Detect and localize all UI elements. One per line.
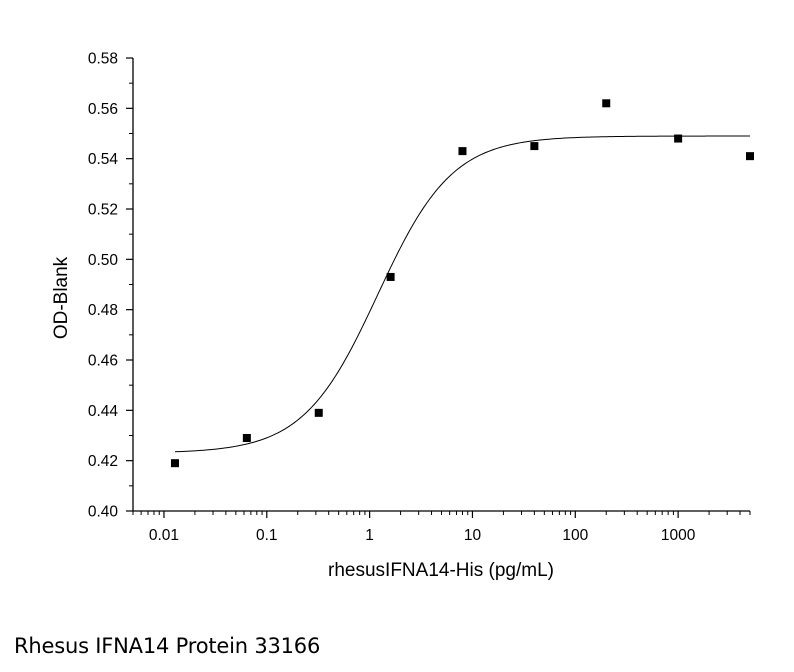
axes [132,58,750,512]
data-point [530,142,539,151]
y-tick-label: 0.46 [88,353,118,370]
x-tick-label: 100 [562,527,588,544]
chart: 0.40 0.42 0.44 0.46 0.48 0.50 0.52 0.54 0.56 0.58… [51,51,754,581]
data-point [242,434,251,443]
y-tick-label: 0.44 [88,403,119,420]
y-tick-label: 0.50 [88,252,119,269]
x-tick-label: 1000 [661,527,696,544]
tick-marks [126,57,751,518]
y-tick-label: 0.52 [88,202,118,219]
x-axis-label: rhesusIFNA14-His (pg/mL) [328,560,554,581]
data-point [170,459,179,468]
y-tick-label: 0.54 [88,151,119,168]
data-points [170,99,754,468]
y-tick-label: 0.56 [88,101,118,118]
fit-curve [174,135,750,453]
y-tick-label: 0.48 [88,302,118,319]
data-point [746,152,754,161]
x-tick-label: 0.01 [149,527,179,544]
x-tick-label: 1 [365,527,374,544]
data-point [386,272,395,281]
data-point [314,408,323,417]
y-tick-label: 0.58 [88,51,118,68]
y-axis-label: OD-Blank [51,256,72,339]
data-point [674,134,683,143]
y-tick-label: 0.42 [88,453,118,470]
y-tick-label: 0.40 [88,504,119,521]
data-point [458,147,467,156]
figure-caption: Rhesus IFNA14 Protein 33166 [14,634,321,658]
data-point [602,99,611,108]
tick-labels: 0.40 0.42 0.44 0.46 0.48 0.50 0.52 0.54 0.56 0.58… [88,51,696,545]
x-tick-label: 10 [464,527,482,544]
x-tick-label: 0.1 [256,527,278,544]
